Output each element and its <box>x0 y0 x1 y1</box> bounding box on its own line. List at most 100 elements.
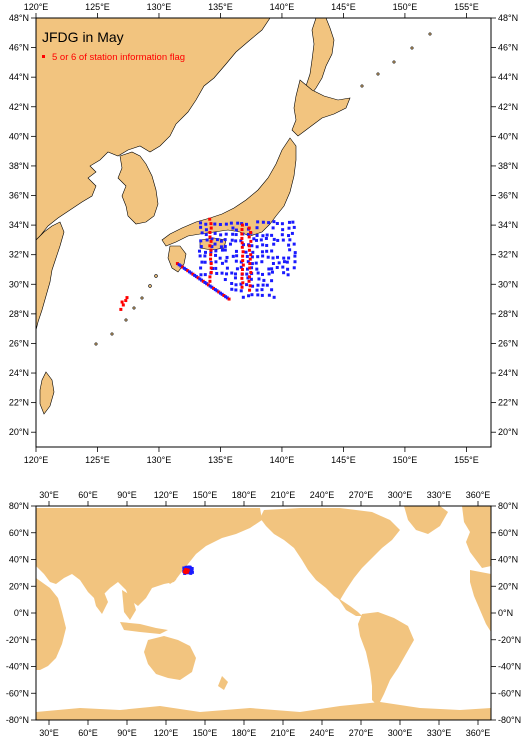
station-point <box>200 278 204 282</box>
station-point <box>280 233 284 237</box>
station-point <box>214 249 218 253</box>
station-point <box>210 285 214 289</box>
global-land <box>36 506 491 720</box>
station-point <box>219 233 223 237</box>
station-point <box>287 226 291 230</box>
hokkaido-island <box>291 79 351 137</box>
global-lat-label-left: -20°N <box>6 635 29 645</box>
global-lat-label-left: -40°N <box>6 662 29 672</box>
flagged-station-point <box>241 250 245 254</box>
station-point <box>255 233 259 237</box>
flagged-station-point <box>248 266 252 270</box>
station-point <box>270 233 274 237</box>
station-point <box>267 221 271 225</box>
station-point <box>223 238 227 242</box>
station-point <box>198 254 202 258</box>
station-point <box>205 282 209 286</box>
flagged-station-point <box>240 272 244 276</box>
regional-lat-label-right: 42°N <box>498 102 518 112</box>
regional-lon-label-bottom: 145°E <box>331 455 356 465</box>
station-point <box>281 265 285 269</box>
flagged-station-point <box>240 241 244 245</box>
regional-lat-label-right: 26°N <box>498 338 518 348</box>
station-point <box>230 287 234 291</box>
global-lon-label-top: 150°E <box>193 490 218 500</box>
flagged-station-point <box>209 270 213 274</box>
station-point <box>270 288 274 292</box>
station-point <box>271 256 275 260</box>
station-point <box>234 228 238 232</box>
station-point <box>230 271 234 275</box>
regional-lon-label-bottom: 140°E <box>270 455 295 465</box>
flagged-station-point <box>249 253 253 257</box>
station-point <box>287 220 291 224</box>
station-point <box>241 243 245 247</box>
station-point <box>213 222 217 226</box>
station-point <box>250 266 254 270</box>
flagged-station-point <box>247 235 251 239</box>
station-point <box>260 288 264 292</box>
global-lon-label-bottom: 270°E <box>349 728 374 738</box>
station-point <box>220 248 224 252</box>
station-point <box>189 571 193 575</box>
ryukyu-islet <box>94 342 98 346</box>
station-point <box>229 221 233 225</box>
station-point <box>282 260 286 264</box>
flagged-station-point <box>248 284 252 288</box>
new-zealand <box>218 676 228 690</box>
station-point <box>255 226 259 230</box>
regional-station-markers <box>119 217 297 311</box>
africa-wrap <box>470 570 491 632</box>
station-point <box>235 267 239 271</box>
station-point <box>190 570 194 574</box>
central-america <box>338 598 362 616</box>
flagged-station-point <box>240 276 244 280</box>
ryukyu-islet <box>124 318 128 322</box>
flagged-station-point <box>240 236 244 240</box>
station-point <box>219 239 223 243</box>
taiwan-island <box>39 371 55 415</box>
regional-land <box>36 18 432 415</box>
station-point <box>270 279 274 283</box>
flagged-station-point <box>248 288 252 292</box>
station-point <box>291 220 295 224</box>
global-lon-label-bottom: 300°E <box>388 728 413 738</box>
regional-lat-label-right: 40°N <box>498 131 518 141</box>
station-point <box>203 254 207 258</box>
station-point <box>181 265 185 269</box>
station-point <box>225 266 229 270</box>
station-point <box>281 238 285 242</box>
flagged-station-point <box>240 285 244 289</box>
station-point <box>244 222 248 226</box>
station-point <box>182 566 186 570</box>
sakhalin-island <box>305 18 335 97</box>
global-lat-label-right: 40°N <box>498 555 518 565</box>
regional-lat-label-right: 32°N <box>498 250 518 260</box>
station-point <box>210 237 214 241</box>
regional-lon-label-top: 145°E <box>331 2 356 12</box>
station-point <box>257 277 261 281</box>
flagged-station-point <box>208 244 212 248</box>
regional-lon-label-bottom: 155°E <box>454 455 479 465</box>
global-lat-label-left: 80°N <box>9 501 29 511</box>
station-point <box>212 286 216 290</box>
global-lat-label-right: -20°N <box>498 635 521 645</box>
station-point <box>199 225 203 229</box>
station-point <box>282 256 286 260</box>
asian-mainland <box>36 18 271 241</box>
station-point <box>293 254 297 258</box>
flagged-station-point <box>240 267 244 271</box>
flagged-station-point <box>240 245 244 249</box>
station-point <box>250 293 254 297</box>
station-point <box>199 266 203 270</box>
station-point <box>275 255 279 259</box>
station-point <box>204 233 208 237</box>
regional-lon-label-top: 135°E <box>208 2 233 12</box>
station-point <box>275 265 279 269</box>
flagged-station-point <box>185 570 189 574</box>
station-point <box>225 255 229 259</box>
global-map-ticks: 30°E 30°E 60°E 60°E 90°E 90°E 120°E 120°E 150°E 1… <box>6 490 521 738</box>
australia-continent <box>144 636 196 680</box>
station-point <box>254 261 258 265</box>
station-point <box>239 265 243 269</box>
